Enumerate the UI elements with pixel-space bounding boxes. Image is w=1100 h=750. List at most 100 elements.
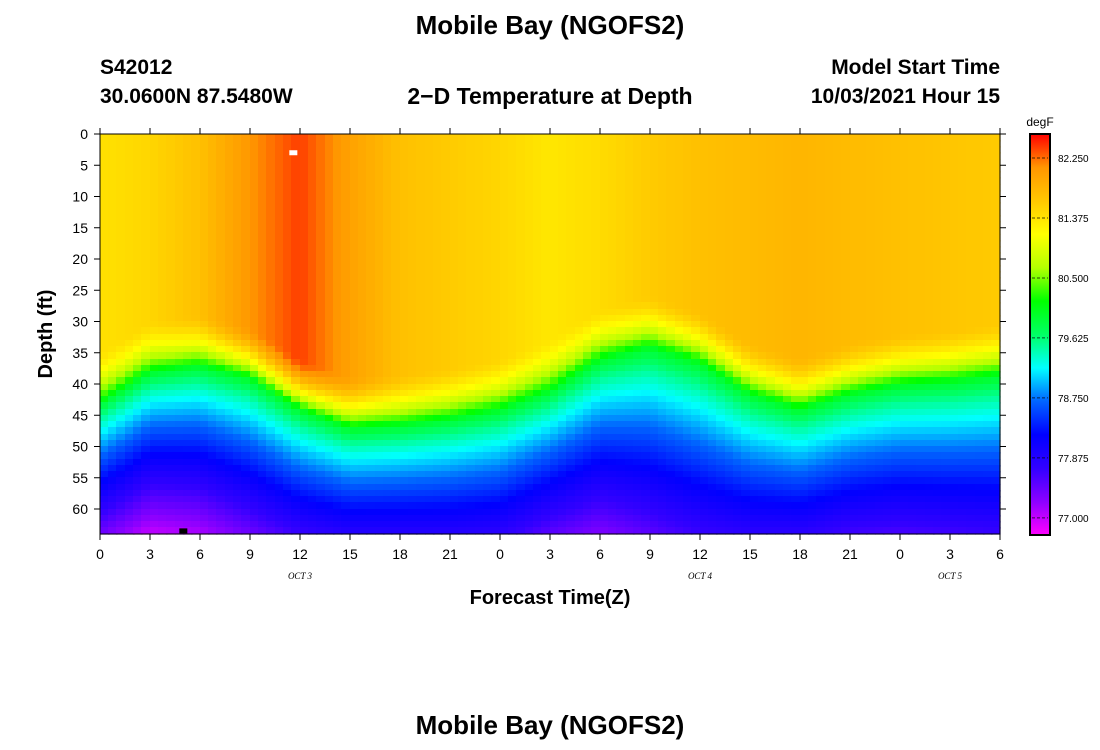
heatmap-cell xyxy=(516,202,526,210)
heatmap-cell xyxy=(325,484,335,492)
heatmap-cell xyxy=(533,277,543,285)
heatmap-cell xyxy=(275,421,285,429)
heatmap-cell xyxy=(575,177,585,185)
heatmap-cell xyxy=(233,246,243,254)
heatmap-cell xyxy=(333,177,343,185)
heatmap-cell xyxy=(525,490,535,498)
heatmap-cell xyxy=(616,359,626,367)
heatmap-cell xyxy=(216,509,226,517)
heatmap-cell xyxy=(566,334,576,342)
heatmap-cell xyxy=(375,346,385,354)
heatmap-cell xyxy=(733,302,743,310)
heatmap-cell xyxy=(141,509,151,517)
heatmap-cell xyxy=(650,521,660,529)
heatmap-cell xyxy=(133,359,143,367)
heatmap-cell xyxy=(650,290,660,298)
heatmap-cell xyxy=(641,246,651,254)
heatmap-cell xyxy=(275,271,285,279)
heatmap-cell xyxy=(158,502,168,510)
heatmap-cell xyxy=(558,509,568,517)
heatmap-cell xyxy=(441,234,451,242)
heatmap-cell xyxy=(208,284,218,292)
heatmap-cell xyxy=(433,227,443,235)
heatmap-cell xyxy=(416,384,426,392)
heatmap-cell xyxy=(141,515,151,523)
heatmap-cell xyxy=(625,321,635,329)
heatmap-cell xyxy=(200,215,210,223)
heatmap-cell xyxy=(525,359,535,367)
heatmap-cell xyxy=(216,421,226,429)
heatmap-cell xyxy=(466,227,476,235)
heatmap-cell xyxy=(425,165,435,173)
heatmap-cell xyxy=(333,396,343,404)
heatmap-cell xyxy=(150,434,160,442)
heatmap-cell xyxy=(141,352,151,360)
heatmap-cell xyxy=(100,209,110,217)
heatmap-cell xyxy=(625,359,635,367)
heatmap-cell xyxy=(166,290,176,298)
heatmap-cell xyxy=(316,421,326,429)
heatmap-cell xyxy=(125,296,135,304)
heatmap-cell xyxy=(616,421,626,429)
heatmap-cell xyxy=(200,496,210,504)
heatmap-cell xyxy=(741,290,751,298)
heatmap-cell xyxy=(100,265,110,273)
heatmap-cell xyxy=(241,521,251,529)
heatmap-cell xyxy=(350,259,360,267)
heatmap-cell xyxy=(375,502,385,510)
heatmap-cell xyxy=(625,196,635,204)
heatmap-cell xyxy=(608,177,618,185)
heatmap-cell xyxy=(483,202,493,210)
heatmap-cell xyxy=(475,440,485,448)
heatmap-cell xyxy=(558,171,568,179)
heatmap-cell xyxy=(366,152,376,160)
heatmap-cell xyxy=(508,196,518,204)
heatmap-cell xyxy=(491,227,501,235)
heatmap-cell xyxy=(108,359,118,367)
heatmap-cell xyxy=(125,221,135,229)
heatmap-cell xyxy=(400,284,410,292)
heatmap-cell xyxy=(150,471,160,479)
heatmap-cell xyxy=(733,427,743,435)
heatmap-cell xyxy=(208,334,218,342)
heatmap-cell xyxy=(350,209,360,217)
heatmap-cell xyxy=(408,471,418,479)
heatmap-cell xyxy=(350,340,360,348)
heatmap-cell xyxy=(200,284,210,292)
heatmap-cell xyxy=(241,352,251,360)
heatmap-cell xyxy=(558,490,568,498)
heatmap-cell xyxy=(300,252,310,260)
heatmap-cell xyxy=(666,234,676,242)
heatmap-cell xyxy=(658,246,668,254)
heatmap-cell xyxy=(608,396,618,404)
heatmap-cell xyxy=(358,152,368,160)
heatmap-cell xyxy=(341,415,351,423)
heatmap-cell xyxy=(208,327,218,335)
heatmap-cell xyxy=(150,159,160,167)
heatmap-cell xyxy=(591,527,601,535)
heatmap-cell xyxy=(191,471,201,479)
heatmap-cell xyxy=(483,196,493,204)
heatmap-cell xyxy=(283,396,293,404)
heatmap-cell xyxy=(433,415,443,423)
heatmap-cell xyxy=(450,452,460,460)
heatmap-cell xyxy=(458,377,468,385)
heatmap-cell xyxy=(300,152,310,160)
heatmap-cell xyxy=(566,265,576,273)
heatmap-cell xyxy=(125,371,135,379)
heatmap-cell xyxy=(591,409,601,417)
heatmap-cell xyxy=(458,259,468,267)
heatmap-cell xyxy=(133,452,143,460)
heatmap-cell xyxy=(625,171,635,179)
heatmap-cell xyxy=(733,290,743,298)
heatmap-cell xyxy=(475,352,485,360)
heatmap-cell xyxy=(425,396,435,404)
heatmap-cell xyxy=(316,146,326,154)
heatmap-cell xyxy=(658,365,668,373)
heatmap-cell xyxy=(100,471,110,479)
heatmap-cell xyxy=(658,446,668,454)
heatmap-cell xyxy=(525,502,535,510)
heatmap-cell xyxy=(550,390,560,398)
heatmap-cell xyxy=(591,240,601,248)
heatmap-cell xyxy=(683,346,693,354)
